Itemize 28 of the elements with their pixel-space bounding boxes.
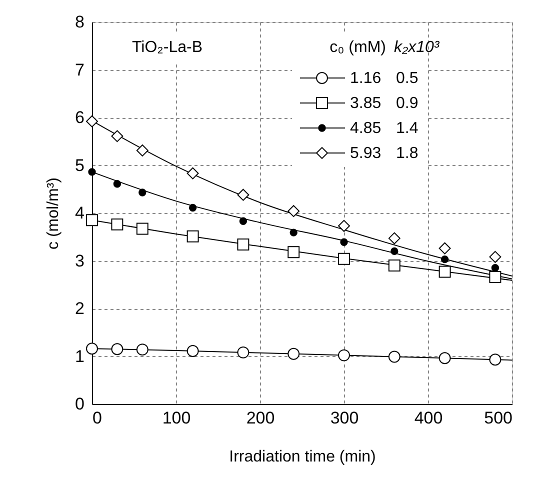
y-tick-label: 1 [75, 346, 84, 366]
x-tick-label: 100 [162, 408, 191, 428]
legend-label: 3.85 [350, 95, 382, 112]
legend-title: c₀ (mM) [330, 39, 386, 56]
legend-label: 1.16 [350, 70, 382, 87]
y-tick-label: 4 [75, 204, 84, 222]
y-tick-label: 3 [75, 251, 84, 270]
annotation: 0.5 [396, 70, 418, 87]
x-axis-title: Irradiation time (min) [229, 448, 376, 466]
x-tick-label: 400 [414, 408, 443, 428]
y-axis-title: c (mol/m³) [45, 178, 62, 250]
legend-label: 4.85 [350, 120, 382, 137]
y-tick-label: 5 [75, 156, 84, 175]
y-tick-label: 2 [75, 299, 84, 318]
y-tick-label: 7 [75, 60, 84, 80]
annotation: k₂x10³ [394, 39, 440, 56]
y-tick-label: 0 [75, 394, 84, 414]
y-tick-label: 8 [75, 12, 84, 32]
annotation: 0.9 [396, 95, 418, 112]
x-tick-label: 300 [330, 408, 359, 428]
y-tick-label: 6 [75, 108, 84, 127]
x-tick-label: 500 [484, 408, 512, 428]
annotation: 1.4 [396, 120, 418, 137]
legend-label: 5.93 [350, 145, 382, 162]
annotation: TiO₂-La-B [132, 39, 203, 56]
annotation: 1.8 [396, 145, 418, 162]
x-tick-label: 200 [246, 408, 275, 428]
x-tick-label: 0 [92, 408, 102, 428]
